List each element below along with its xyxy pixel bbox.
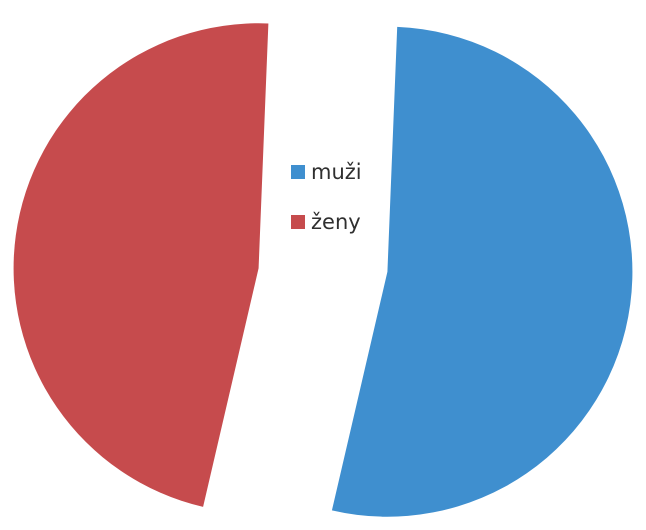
legend-label-zeny: ženy: [311, 210, 361, 234]
legend-swatch-muzi: [291, 165, 305, 179]
legend-label-muzi: muži: [311, 160, 362, 184]
pie-slice-zeny: [13, 23, 269, 507]
pie-slice-muzi: [331, 26, 633, 517]
legend-swatch-zeny: [291, 215, 305, 229]
legend-item-muzi: muži: [291, 160, 362, 184]
legend-item-zeny: ženy: [291, 210, 362, 234]
legend: muži ženy: [291, 160, 362, 234]
